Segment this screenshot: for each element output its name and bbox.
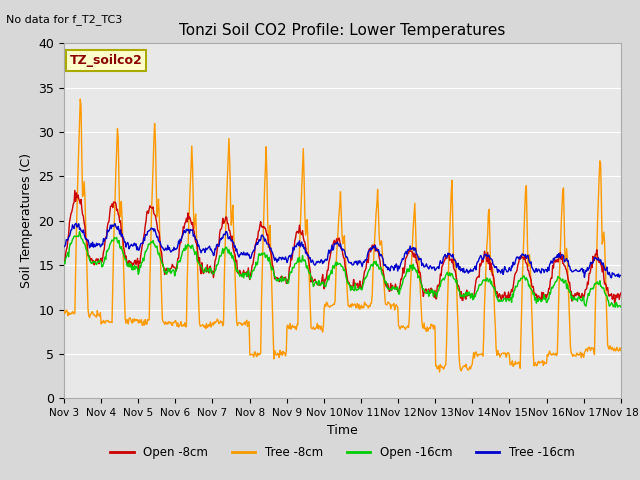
X-axis label: Time: Time bbox=[327, 424, 358, 437]
Text: No data for f_T2_TC3: No data for f_T2_TC3 bbox=[6, 14, 123, 25]
Title: Tonzi Soil CO2 Profile: Lower Temperatures: Tonzi Soil CO2 Profile: Lower Temperatur… bbox=[179, 23, 506, 38]
Text: TZ_soilco2: TZ_soilco2 bbox=[70, 54, 142, 67]
Legend: Open -8cm, Tree -8cm, Open -16cm, Tree -16cm: Open -8cm, Tree -8cm, Open -16cm, Tree -… bbox=[106, 441, 579, 464]
Y-axis label: Soil Temperatures (C): Soil Temperatures (C) bbox=[20, 153, 33, 288]
